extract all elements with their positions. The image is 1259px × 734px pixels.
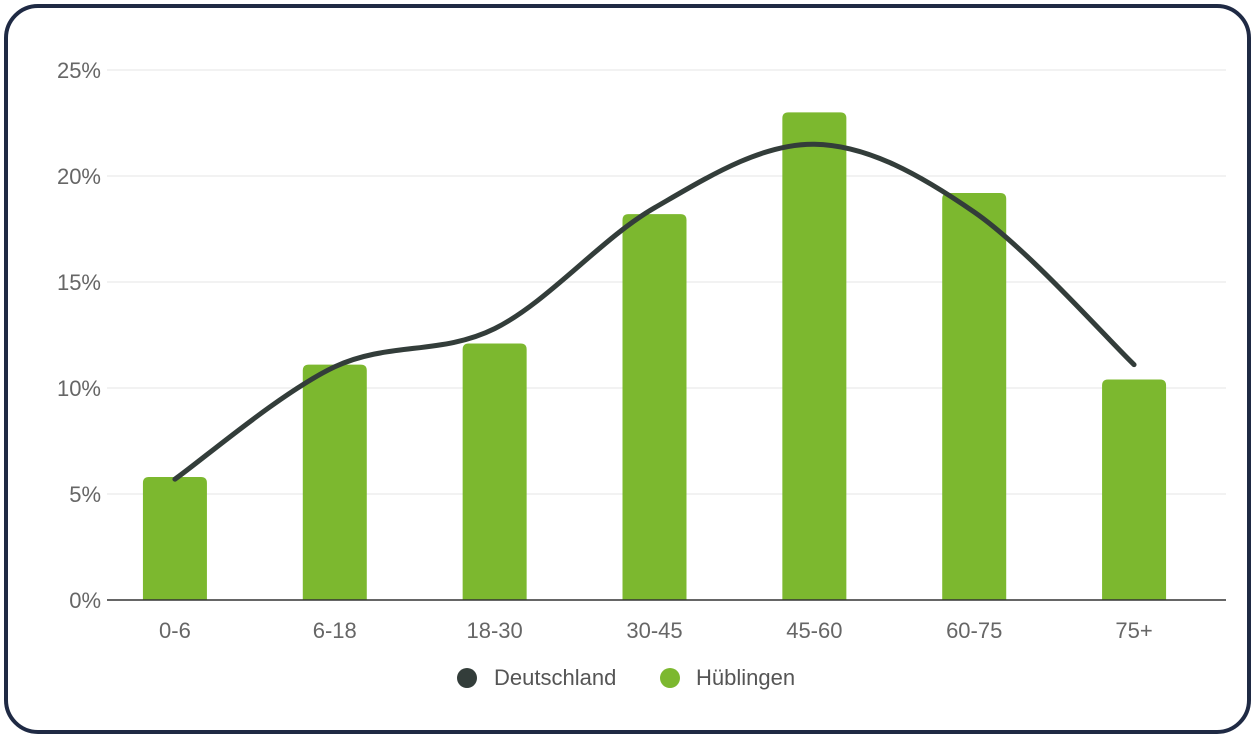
x-axis-tick-labels: 0-6 6-18 18-30 30-45 45-60 60-75 75+	[159, 618, 1153, 643]
bar-6-18	[302, 364, 367, 600]
line-deutschland	[172, 141, 1137, 482]
x-tick-label: 18-30	[467, 618, 523, 643]
x-tick-label: 60-75	[946, 618, 1002, 643]
legend-label-deutschland: Deutschland	[494, 665, 616, 690]
x-tick-label: 0-6	[159, 618, 191, 643]
x-tick-label: 75+	[1115, 618, 1152, 643]
bar-30-45	[622, 214, 687, 600]
bar-0-6	[142, 477, 207, 600]
y-tick-label: 20%	[57, 164, 101, 189]
bar-60-75	[942, 192, 1007, 600]
y-tick-label: 15%	[57, 270, 101, 295]
bar-45-60	[782, 112, 847, 601]
bar-18-30	[462, 343, 527, 600]
y-tick-label: 0%	[69, 588, 101, 613]
bar-75+	[1102, 379, 1167, 600]
y-axis-tick-labels: 0% 5% 10% 15% 20% 25%	[57, 58, 101, 613]
legend-swatch-huebingen	[660, 668, 680, 688]
legend-swatch-deutschland	[457, 668, 477, 688]
legend-label-huebingen: Hüblingen	[696, 665, 795, 690]
bars	[142, 112, 1167, 601]
x-tick-label: 6-18	[313, 618, 357, 643]
line-series	[172, 141, 1137, 482]
y-tick-label: 10%	[57, 376, 101, 401]
y-tick-label: 5%	[69, 482, 101, 507]
x-tick-label: 30-45	[626, 618, 682, 643]
y-tick-label: 25%	[57, 58, 101, 83]
legend: Deutschland Hüblingen	[457, 665, 795, 690]
x-tick-label: 45-60	[786, 618, 842, 643]
